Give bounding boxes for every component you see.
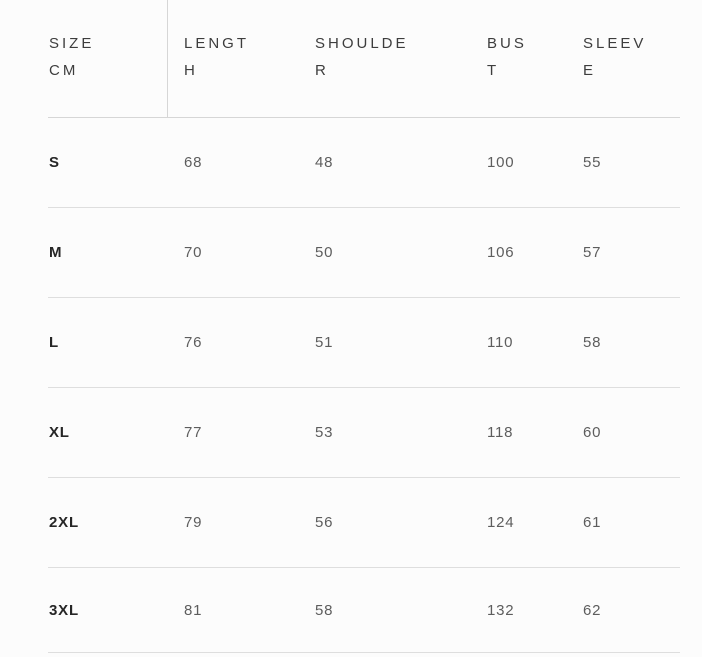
- header-cell-size-cm: SIZE CM: [49, 35, 95, 79]
- size-label: L: [49, 334, 59, 351]
- size-row-s: S 68 48 100 55: [48, 118, 680, 208]
- size-chart-table: SIZE CM LENGT H SHOULDE R BUS T SLEEV E …: [48, 0, 680, 653]
- shoulder-value: 48: [315, 154, 334, 171]
- bust-value: 118: [487, 424, 514, 441]
- header-cell-sleeve: SLEEV E: [583, 35, 647, 79]
- length-value: 70: [184, 244, 203, 261]
- shoulder-value: 58: [315, 601, 334, 619]
- size-row-2xl: 2XL 79 56 124 61: [48, 478, 680, 568]
- sleeve-value: 62: [583, 601, 602, 619]
- sleeve-value: 58: [583, 334, 602, 351]
- size-label: M: [49, 244, 63, 261]
- length-value: 81: [184, 601, 203, 619]
- shoulder-value: 50: [315, 244, 334, 261]
- sleeve-value: 55: [583, 154, 602, 171]
- header-cell-shoulder: SHOULDE R: [315, 35, 409, 79]
- header-column-divider: [167, 0, 168, 118]
- size-row-xl: XL 77 53 118 60: [48, 388, 680, 478]
- header-cell-length: LENGT H: [184, 35, 250, 79]
- bust-value: 132: [487, 601, 515, 619]
- shoulder-value: 56: [315, 514, 334, 531]
- size-chart-header-row: SIZE CM LENGT H SHOULDE R BUS T SLEEV E: [48, 0, 680, 118]
- length-value: 76: [184, 334, 203, 351]
- size-label: XL: [49, 424, 70, 441]
- size-row-l: L 76 51 110 58: [48, 298, 680, 388]
- bust-value: 110: [487, 334, 514, 351]
- shoulder-value: 51: [315, 334, 334, 351]
- sleeve-value: 60: [583, 424, 602, 441]
- bust-value: 100: [487, 154, 515, 171]
- shoulder-value: 53: [315, 424, 334, 441]
- size-row-3xl: 3XL 81 58 132 62: [48, 568, 680, 653]
- size-label: 2XL: [49, 514, 79, 531]
- length-value: 79: [184, 514, 203, 531]
- length-value: 68: [184, 154, 203, 171]
- size-label: 3XL: [49, 601, 79, 619]
- sleeve-value: 61: [583, 514, 602, 531]
- size-label: S: [49, 154, 60, 171]
- length-value: 77: [184, 424, 203, 441]
- bust-value: 106: [487, 244, 515, 261]
- bust-value: 124: [487, 514, 515, 531]
- sleeve-value: 57: [583, 244, 602, 261]
- size-row-m: M 70 50 106 57: [48, 208, 680, 298]
- header-cell-bust: BUS T: [487, 35, 527, 79]
